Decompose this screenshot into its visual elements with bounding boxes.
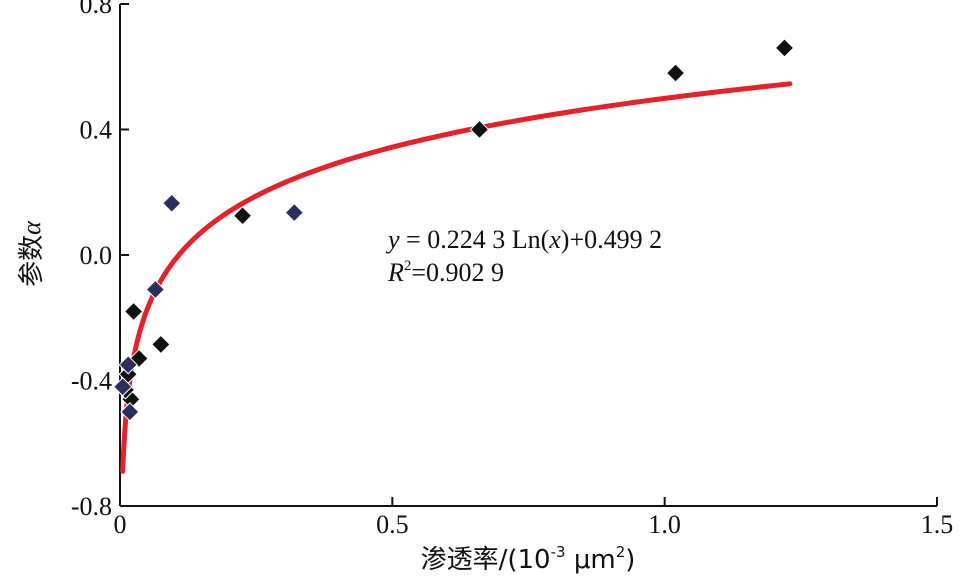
data-point-s1 [232,206,253,226]
y-axis-title: 参数α [17,220,47,287]
y-tick-label: 0.0 [80,241,113,270]
data-point-s2 [162,193,182,213]
x-tick-label: 1.0 [648,510,681,539]
x-axis-title: 渗透率/(10-3 μm2) [421,543,636,575]
axis-ticks: 0 0.5 1.0 1.5 -0.8 -0.4 0.0 0.4 0.8 [71,0,953,539]
data-point-s1 [665,63,686,83]
data-point-s2 [120,402,140,422]
y-tick-label: -0.4 [71,367,112,396]
x-tick-label: 0.5 [376,510,409,539]
data-point-s1 [151,334,171,355]
data-point-s2 [118,355,138,375]
data-point-s1 [469,119,490,140]
data-point-s2 [113,377,133,397]
data-points-layer [113,38,795,422]
data-point-s1 [774,38,795,58]
data-point-s1 [123,301,144,322]
data-point-s2 [145,279,166,300]
fit-equation: y = 0.224 3 Ln(x)+0.499 2 [385,225,662,254]
x-tick-label: 0 [114,510,127,539]
x-tick-label: 1.5 [921,510,954,539]
r-squared: R2=0.902 9 [387,258,504,287]
axes [119,4,937,507]
y-tick-label: 0.4 [80,116,113,145]
y-tick-label: 0.8 [80,0,113,19]
y-tick-label: -0.8 [71,492,112,521]
data-point-s2 [284,202,305,223]
